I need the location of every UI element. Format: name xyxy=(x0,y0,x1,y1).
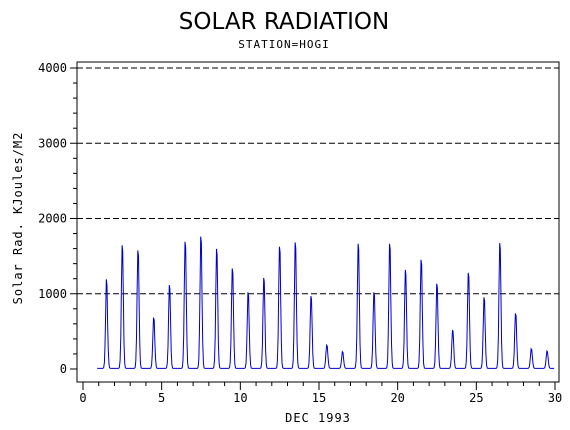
y-tick-label: 0 xyxy=(60,362,67,376)
gridlines xyxy=(77,67,559,295)
x-tick-label: 25 xyxy=(469,391,483,405)
plot-frame xyxy=(76,61,560,383)
chart-title: SOLAR RADIATION xyxy=(179,9,389,35)
x-tick-label: 10 xyxy=(233,391,247,405)
x-tick-label: 15 xyxy=(312,391,326,405)
y-axis: 0 1000 2000 3000 4000 xyxy=(38,61,77,376)
x-tick-label: 20 xyxy=(390,391,404,405)
y-tick-label: 1000 xyxy=(38,287,67,301)
series-line-solar-radiation xyxy=(97,236,555,369)
x-tick-label: 30 xyxy=(548,391,562,405)
x-tick-label: 5 xyxy=(158,391,165,405)
x-axis-label: DEC 1993 xyxy=(285,411,351,425)
x-axis: 0 5 10 15 20 25 30 xyxy=(79,382,562,405)
y-tick-label: 4000 xyxy=(38,61,67,75)
x-tick-label: 0 xyxy=(79,391,86,405)
chart-subtitle: STATION=HOGI xyxy=(238,38,329,51)
y-tick-label: 2000 xyxy=(38,212,67,226)
y-axis-label: Solar Rad. KJoules/M2 xyxy=(11,132,25,305)
series-layer xyxy=(97,236,555,369)
y-tick-label: 3000 xyxy=(38,136,67,150)
